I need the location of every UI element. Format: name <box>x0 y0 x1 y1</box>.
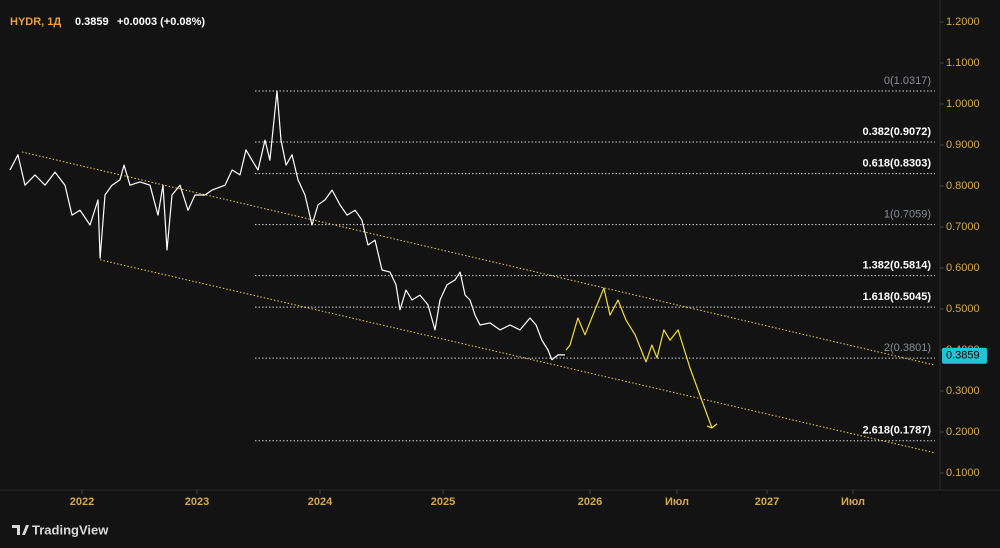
fib-label: 1(0.7059) <box>884 208 931 220</box>
x-tick-label: 2024 <box>308 496 333 508</box>
channel-line <box>99 259 936 454</box>
x-tick-label: 2022 <box>70 496 94 508</box>
price-tag <box>942 347 987 364</box>
x-tick-label: 2026 <box>578 496 602 508</box>
brand: TradingView <box>32 522 109 537</box>
fib-label: 0(1.0317) <box>884 75 931 87</box>
fib-label: 1.618(0.5045) <box>863 291 932 303</box>
plot-area: 0(1.0317) 0.382(0.9072) 0.618(0.8303) 1(0.7… <box>9 75 936 454</box>
y-tick-label: 0.7000 <box>946 221 980 233</box>
price-line <box>565 287 713 429</box>
y-tick-label: 1.0000 <box>946 98 980 110</box>
y-tick-label: 1.1000 <box>946 57 980 69</box>
y-tick-label: 0.9000 <box>946 139 980 151</box>
x-tick-label: 2023 <box>185 496 209 508</box>
logo: TradingView <box>12 522 109 537</box>
fib-label: 0.382(0.9072) <box>863 126 932 138</box>
fib-label: 0.618(0.8303) <box>863 157 932 169</box>
price-line <box>9 90 565 361</box>
logo-icon <box>12 525 29 535</box>
symbol: HYDR, 1Д <box>10 16 61 28</box>
x-tick-label: Июл <box>841 496 865 508</box>
fib-label: 2.618(0.1787) <box>863 425 932 437</box>
x-tick-label: 2025 <box>431 496 455 508</box>
y-tick-label: 0.2000 <box>946 426 980 438</box>
fib-label: 1.382(0.5814) <box>863 260 932 272</box>
y-tick-label: 0.3000 <box>946 385 980 397</box>
price: 0.3859 <box>75 16 109 28</box>
arrow-head <box>706 423 718 429</box>
change: +0.0003 (+0.08%) <box>117 16 205 28</box>
y-tick-label: 0.1000 <box>946 467 980 479</box>
x-tick-label: 2027 <box>755 496 779 508</box>
x-tick-label: Июл <box>665 496 689 508</box>
y-tick-label: 0.6000 <box>946 262 980 274</box>
price-tag-label: 0.3859 <box>946 350 980 362</box>
channel-line <box>21 151 936 366</box>
y-tick-label: 0.5000 <box>946 303 980 315</box>
fib-label: 2(0.3801) <box>884 342 931 354</box>
y-tick-label: 0.8000 <box>946 180 980 192</box>
y-tick-label: 1.2000 <box>946 16 980 28</box>
